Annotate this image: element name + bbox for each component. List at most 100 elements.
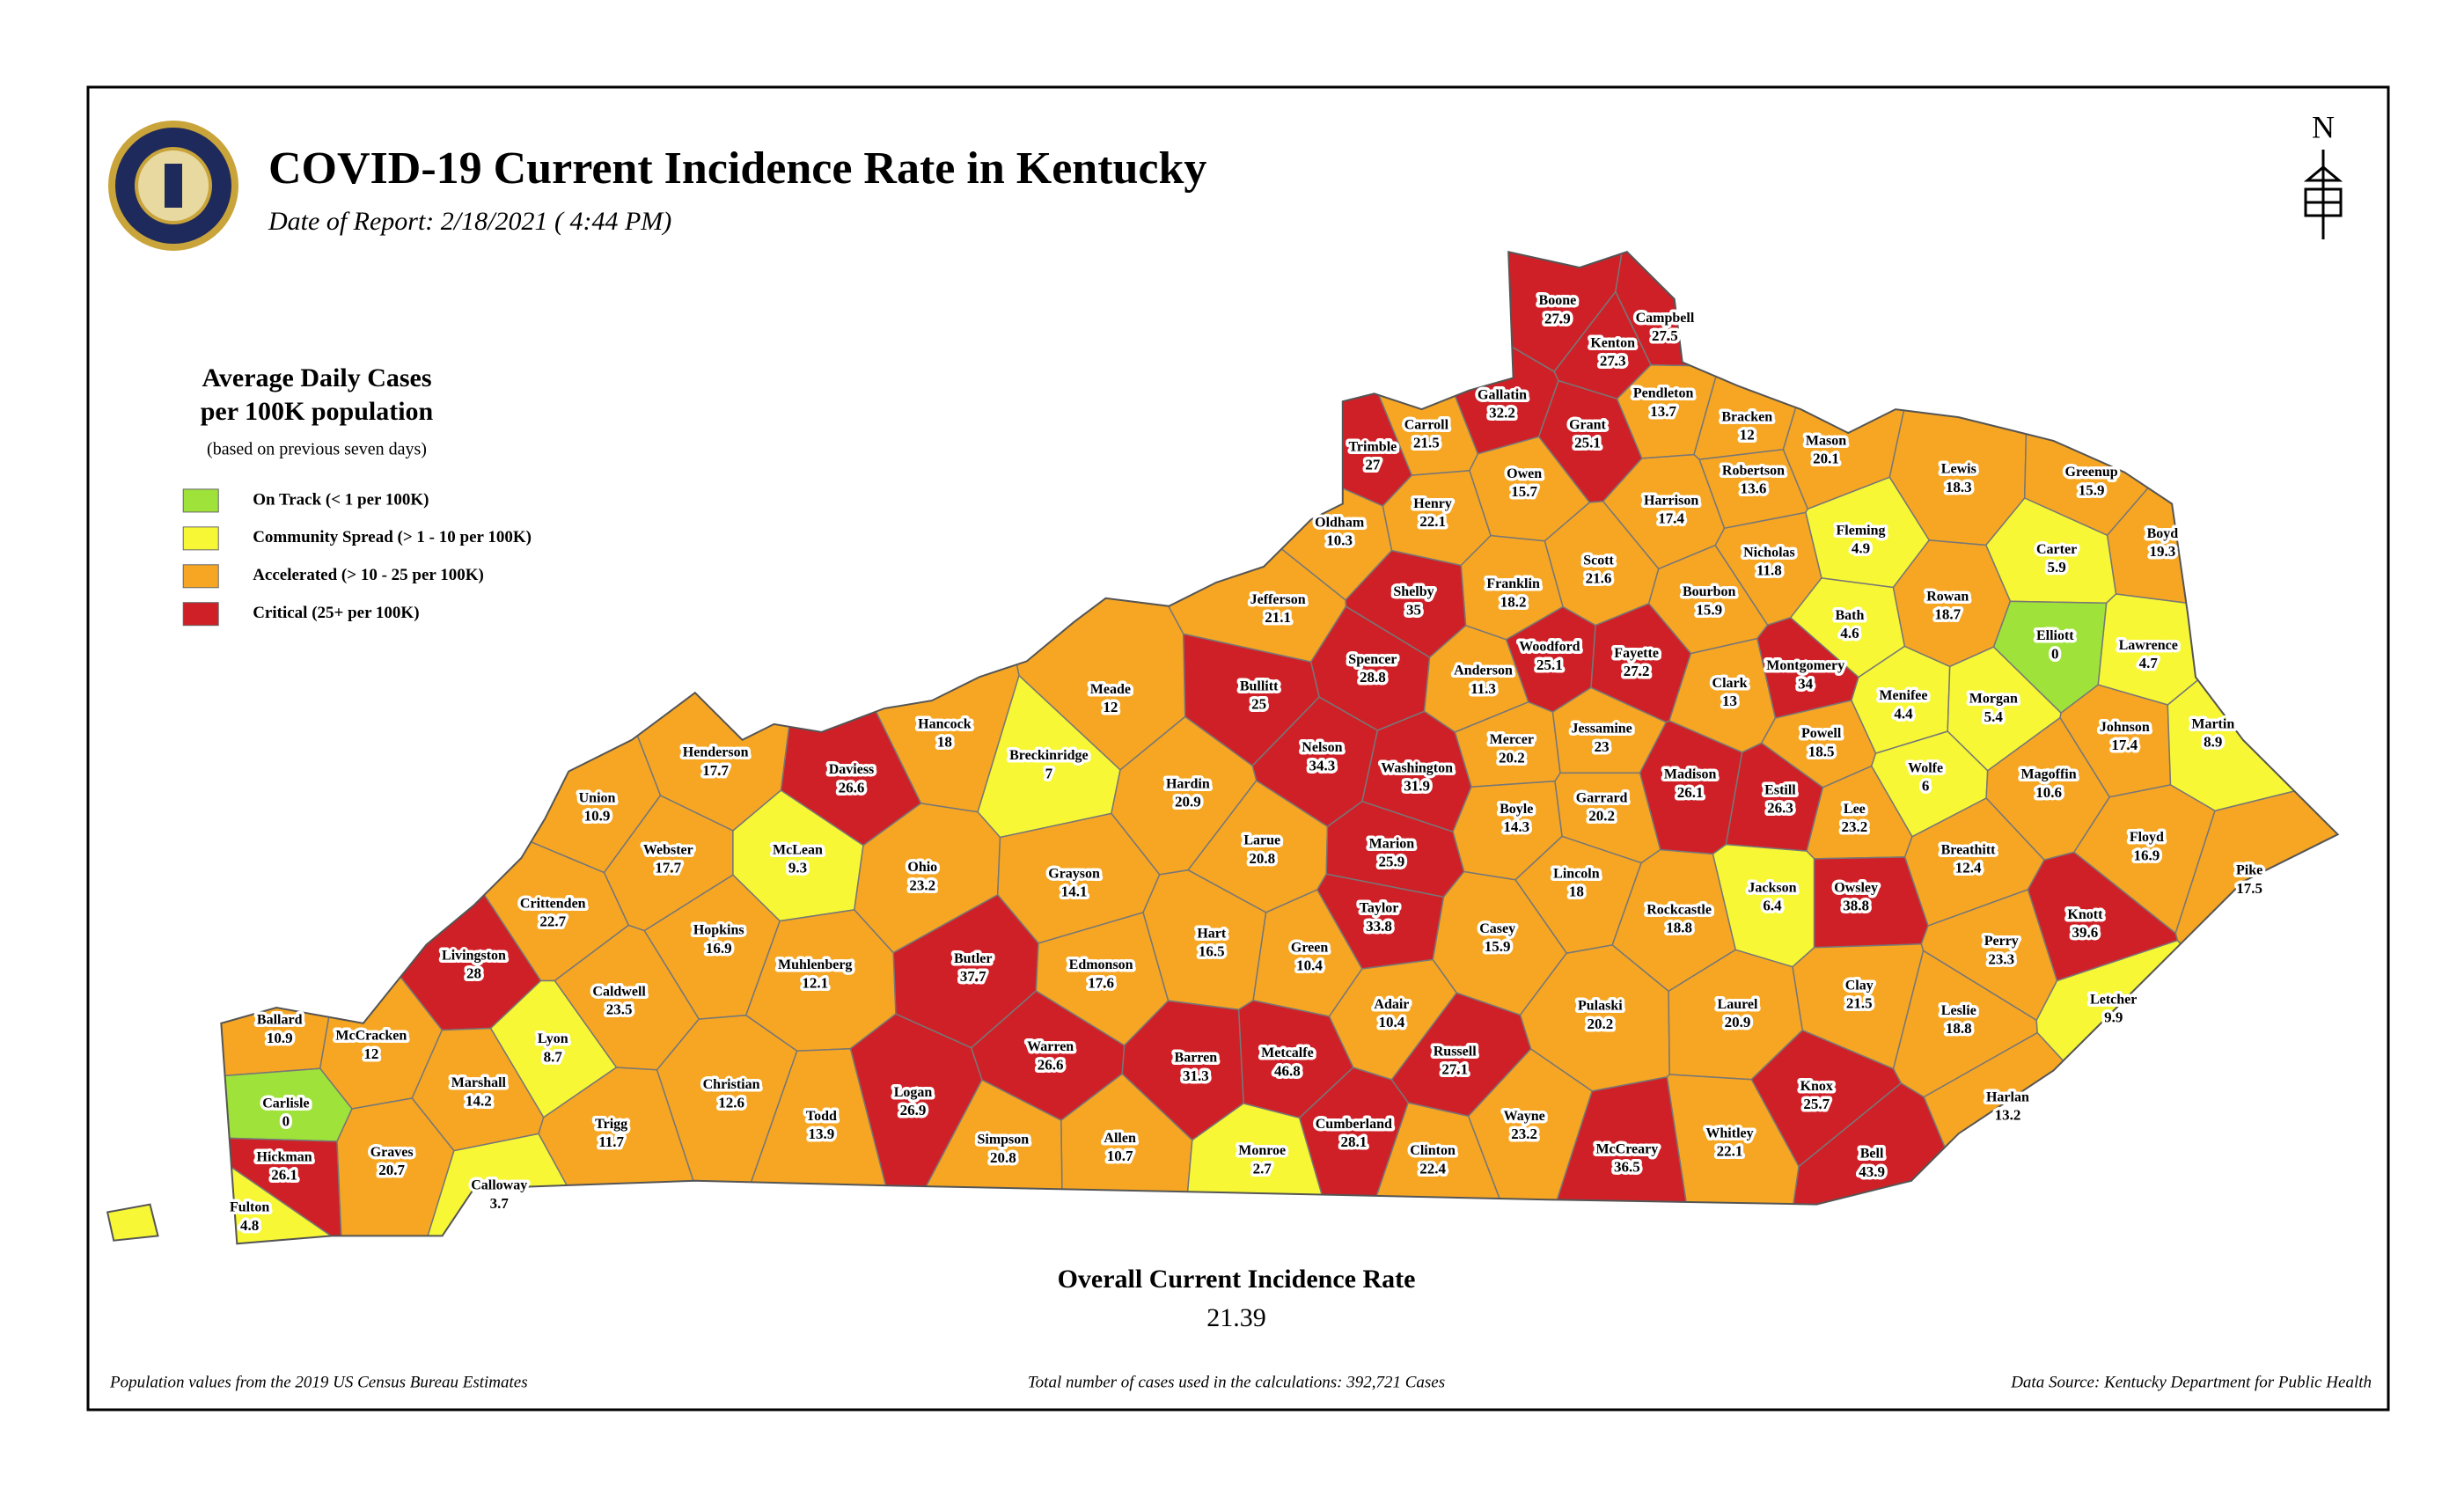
county-name: Lee [1844,802,1866,817]
county-name: Woodford [1519,640,1580,655]
county-value: 20.9 [1725,1014,1751,1030]
county-name: Lyon [538,1031,568,1046]
county-value: 20.2 [1499,749,1525,766]
county-name: Union [579,790,616,805]
county-name: Marion [1369,836,1415,851]
legend-label: On Track (< 1 per 100K) [253,490,429,509]
county-name: Bracken [1721,409,1772,424]
county-name: Fayette [1614,646,1659,661]
compass: N [2303,109,2343,239]
county-value: 13.7 [1650,403,1676,420]
county-value: 17.6 [1088,974,1114,991]
county-area [269,677,542,1031]
county-name: Carlisle [262,1096,309,1111]
county-value: 28 [466,965,481,982]
county-value: 37.7 [960,968,986,985]
county-value: 15.9 [1696,601,1722,618]
county-value: 25.9 [1379,854,1405,870]
county-value: 23.3 [1988,950,2014,967]
county-value: 25.7 [1803,1096,1830,1112]
county-value: 18.7 [1934,606,1961,623]
seal [108,121,238,251]
county-value: 46.8 [1274,1062,1301,1079]
county-value: 23.5 [606,1001,633,1018]
county-value: 21.5 [1413,435,1440,451]
county-value: 26.6 [839,779,865,796]
county-name: Oldham [1315,515,1365,530]
county-name: Trigg [595,1117,627,1132]
county-value: 18.5 [1808,743,1835,759]
county-name: Knott [2067,907,2103,922]
county-name: Gallatin [1478,387,1527,402]
county-name: Bell [1860,1147,1884,1162]
county-value: 4.4 [1894,705,1913,722]
county-value: 32.2 [1489,405,1515,422]
county-value: 4.9 [1852,540,1870,557]
county-name: Hart [1197,926,1227,941]
county-name: Boyle [1500,802,1533,817]
county-name: Shelby [1393,584,1434,599]
county-area [2023,252,2338,537]
county-value: 19.3 [2149,543,2175,560]
county-value: 11.8 [1756,562,1782,579]
county-value: 12.4 [1955,860,1982,876]
county-name: Clinton [1410,1143,1456,1158]
county-name: Robertson [1722,463,1785,478]
county-value: 8.7 [544,1048,563,1065]
county-name: Henry [1413,496,1452,511]
county-name: Graves [370,1145,414,1160]
county-value: 27 [1365,457,1381,473]
county-name: Knox [1800,1079,1833,1094]
county-name: McCreary [1595,1141,1658,1156]
county-value: 20.2 [1587,1016,1613,1032]
county-value: 10.7 [1107,1148,1133,1164]
county-value: 10.6 [2035,784,2062,801]
county-name: Jessamine [1571,722,1632,737]
county-value: 20.1 [1813,451,1839,467]
county-value: 17.5 [2236,880,2262,897]
county-name: Christian [703,1077,760,1092]
county-name: Nicholas [1743,545,1795,560]
county-name: Ballard [257,1013,303,1028]
county-value: 38.8 [1843,898,1869,914]
county-value: 13.2 [1995,1107,2021,1124]
county-value: 15.7 [1511,483,1537,500]
county-value: 18.2 [1500,593,1527,610]
county-name: Trimble [1348,439,1397,454]
county-name: Martin [2191,716,2234,731]
county-value: 28.8 [1360,669,1386,686]
county-name: Boyd [2147,526,2179,541]
county-name: Elliott [2036,628,2074,643]
county-value: 12.6 [718,1094,744,1111]
county-value: 2.7 [1253,1160,1272,1177]
county-name: Fleming [1837,523,1886,538]
county-value: 34 [1798,675,1814,692]
county-name: Bullitt [1240,678,1279,693]
county-value: 3.7 [490,1195,510,1212]
county-name: Washington [1381,760,1453,775]
county-name: Magoffin [2021,767,2077,782]
county-name: Morgan [1969,692,2018,707]
county-value: 33.8 [1366,918,1392,935]
county-area [737,252,1020,813]
county-name: Hancock [918,716,972,731]
county-value: 11.7 [598,1133,624,1150]
county-value: 21.1 [1265,609,1291,626]
legend: On Track (< 1 per 100K) Community Spread … [182,488,532,627]
county-name: Boone [1539,293,1577,308]
county-area [538,1067,730,1244]
county-name: Lewis [1941,462,1976,477]
county-value: 27.1 [1441,1061,1468,1078]
county-value: 23.2 [1841,818,1867,835]
legend-label: Critical (25+ per 100K) [253,604,419,622]
legend-swatch [182,564,219,589]
county-area [864,1079,1067,1244]
county-value: 22.7 [539,913,566,930]
county-name: Letcher [2090,992,2137,1007]
county-name: Logan [894,1085,933,1100]
county-value: 31.9 [1404,778,1430,795]
county-name: Jefferson [1250,592,1306,607]
county-value: 22.1 [1717,1143,1743,1160]
county-value: 18.8 [1666,920,1692,936]
county-name: Mercer [1490,732,1534,747]
